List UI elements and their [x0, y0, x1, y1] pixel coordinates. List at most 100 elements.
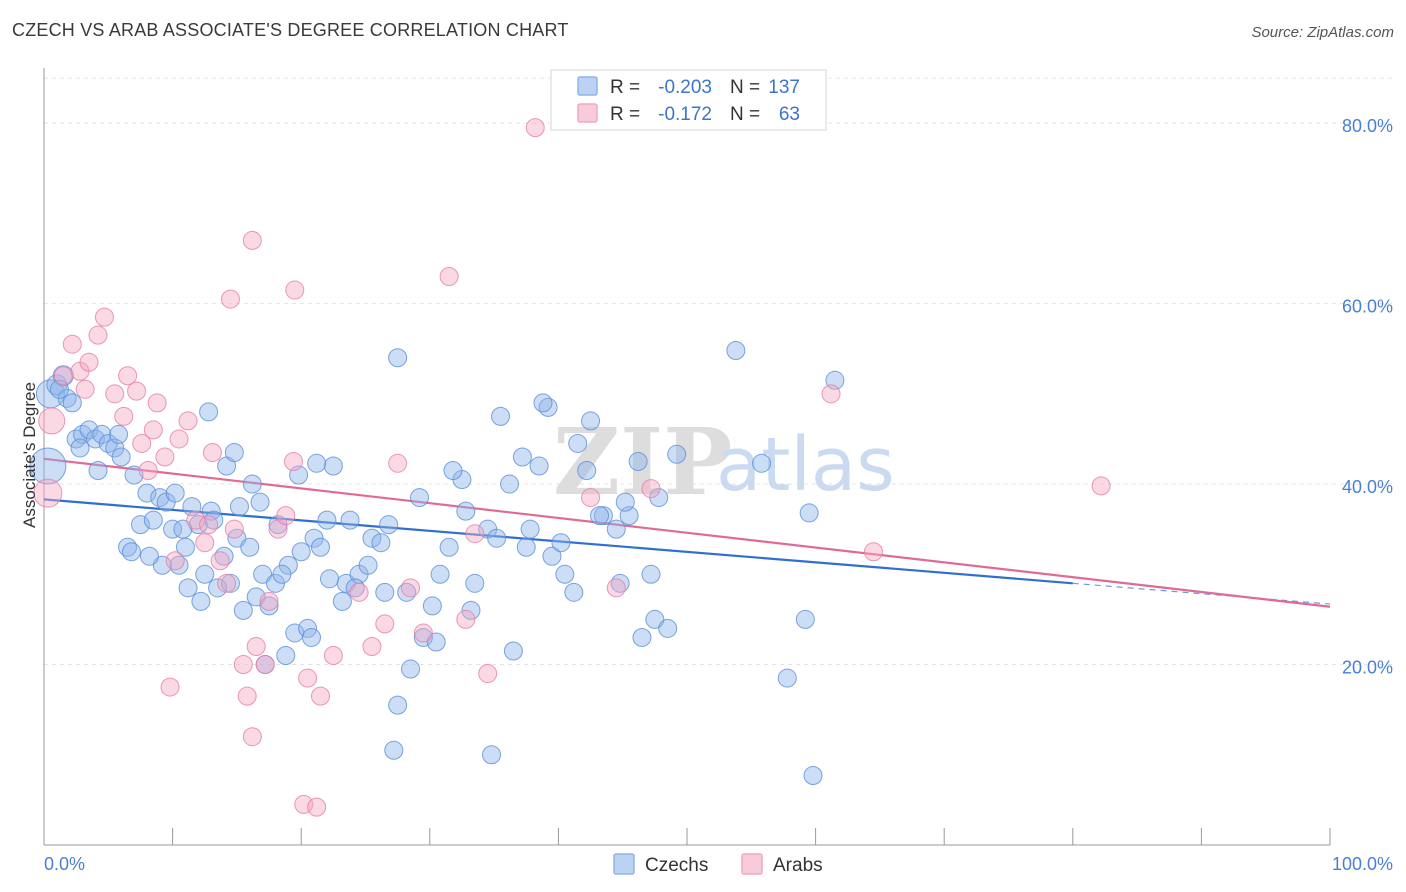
czech-point-43	[272, 564, 292, 584]
czech-trend-line	[43, 498, 1073, 585]
czech-point-106	[319, 569, 339, 589]
czech-point-42	[259, 596, 279, 616]
czech-point-97	[667, 444, 687, 464]
czech-point-109	[178, 578, 198, 598]
czech-point-117	[461, 600, 481, 620]
arab-point-44	[439, 267, 459, 287]
arab-point-6	[88, 325, 108, 345]
czech-point-29	[317, 510, 337, 530]
arab-trend-line	[43, 457, 1331, 608]
arab-point-54	[641, 479, 661, 499]
arab-point-35	[298, 668, 318, 688]
czech-point-50	[362, 528, 382, 548]
arab-point-27	[246, 636, 266, 656]
czech-point-79	[307, 453, 327, 473]
czech-point-66	[568, 433, 588, 453]
bottom-legend: Czechs Arabs	[613, 853, 823, 876]
stats-n-value-0: 137	[768, 77, 800, 98]
arab-point-42	[401, 578, 421, 598]
arab-point-38	[349, 582, 369, 602]
x-tick-labels: 0.0% 100.0%	[44, 854, 1393, 874]
czech-point-102	[799, 503, 819, 523]
czech-point-64	[542, 546, 562, 566]
czech-point-0	[29, 447, 67, 485]
czech-point-132	[173, 519, 193, 539]
czech-point-54	[413, 627, 433, 647]
czech-point-80	[340, 510, 360, 530]
arab-point-56	[863, 542, 883, 562]
y-tick-label-0: 20.0%	[1342, 658, 1393, 678]
czech-point-73	[658, 618, 678, 638]
stats-swatch-1	[577, 103, 598, 123]
czech-point-104	[803, 766, 823, 786]
czech-point-81	[358, 555, 378, 575]
czech-point-40	[233, 600, 253, 620]
x-tick-label-right: 100.0%	[1332, 854, 1393, 874]
arab-point-57	[1091, 476, 1111, 496]
chart-title: CZECH VS ARAB ASSOCIATE'S DEGREE CORRELA…	[12, 20, 569, 40]
czech-point-33	[143, 510, 163, 530]
arab-point-0	[33, 478, 63, 508]
arab-point-45	[465, 524, 485, 544]
czech-point-131	[250, 492, 270, 512]
czech-point-92	[564, 582, 584, 602]
czech-point-41	[246, 587, 266, 607]
czech-point-60	[491, 406, 511, 426]
arab-point-46	[478, 664, 498, 684]
axes	[43, 68, 1331, 846]
czech-point-84	[410, 488, 430, 508]
stats-n-value-1: 63	[779, 104, 800, 125]
arab-point-12	[132, 433, 152, 453]
arab-point-7	[94, 307, 114, 327]
arab-point-16	[160, 677, 180, 697]
arab-point-59	[75, 379, 95, 399]
czech-point-13	[111, 447, 131, 467]
legend-label-arabs: Arabs	[773, 855, 823, 876]
arab-point-24	[224, 519, 244, 539]
arab-point-5	[79, 352, 99, 372]
czech-point-30	[109, 424, 129, 444]
arab-point-47	[285, 280, 305, 300]
czech-point-118	[533, 393, 553, 413]
arab-point-21	[202, 442, 222, 462]
czech-point-133	[121, 542, 141, 562]
czech-point-110	[191, 591, 211, 611]
arab-point-48	[242, 230, 262, 250]
czech-point-119	[577, 461, 597, 481]
stats-n-label-1: N =	[730, 104, 760, 125]
czech-point-98	[726, 341, 746, 361]
arab-point-43	[413, 623, 433, 643]
czech-point-89	[500, 474, 520, 494]
arab-point-1	[38, 407, 66, 435]
y-axis-title: Associate's Degree	[20, 382, 39, 528]
stats-r-label-1: R =	[610, 104, 640, 125]
czech-point-38	[208, 578, 228, 598]
czech-point-85	[430, 564, 450, 584]
czech-point-99	[752, 453, 772, 473]
czech-point-67	[581, 411, 601, 431]
czech-point-62	[516, 537, 536, 557]
czech-point-113	[152, 555, 172, 575]
czech-point-134	[88, 461, 108, 481]
grid-lines	[44, 77, 1392, 666]
arab-point-53	[606, 578, 626, 598]
arab-point-20	[195, 533, 215, 553]
arab-point-14	[147, 393, 167, 413]
czech-point-82	[379, 515, 399, 535]
czech-point-76	[242, 474, 262, 494]
legend-swatch-arabs	[741, 853, 763, 875]
x-tick-label-left: 0.0%	[44, 854, 85, 874]
czech-point-129	[551, 533, 571, 553]
czech-point-63	[529, 456, 549, 476]
stats-legend: R = -0.203 N = 137 R = -0.172 N = 63	[550, 69, 827, 131]
arab-point-29	[237, 686, 257, 706]
arab-point-52	[581, 488, 601, 508]
czech-point-65	[555, 564, 575, 584]
czech-point-74	[199, 402, 219, 422]
arab-point-40	[375, 614, 395, 634]
arab-point-11	[127, 381, 147, 401]
czech-point-88	[482, 745, 502, 765]
czech-point-115	[165, 483, 185, 503]
czech-point-86	[443, 461, 463, 481]
